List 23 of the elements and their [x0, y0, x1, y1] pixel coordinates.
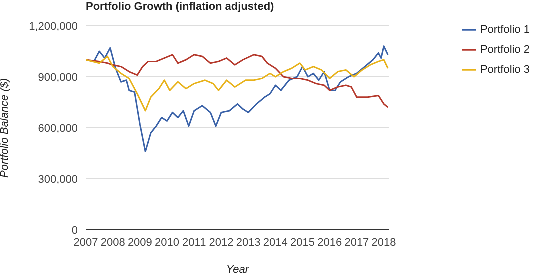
x-tick-label: 2010: [155, 236, 180, 249]
y-axis-title: Portfolio Balance ($): [0, 78, 11, 178]
x-tick-label: 2016: [318, 236, 342, 249]
x-tick-label: 2018: [372, 236, 396, 249]
y-tick-label: 0: [72, 224, 78, 237]
x-tick-label: 2017: [344, 236, 370, 249]
y-tick-label: 900,000: [38, 72, 78, 84]
chart-title: Portfolio Growth (inflation adjusted): [86, 1, 274, 13]
legend-label: Portfolio 1: [480, 24, 530, 36]
x-tick-label: 2009: [128, 236, 152, 249]
legend-label: Portfolio 2: [480, 44, 530, 56]
y-tick-label: 600,000: [38, 122, 78, 135]
x-axis-title: Year: [226, 264, 250, 276]
x-tick-label: 2015: [290, 236, 316, 249]
legend-label: Portfolio 3: [480, 64, 530, 76]
y-tick-label: 1,200,000: [29, 20, 78, 33]
x-tick-label: 2012: [209, 236, 234, 249]
x-tick-label: 2014: [263, 236, 288, 249]
y-tick-label: 300,000: [38, 174, 78, 186]
x-tick-label: 2007: [74, 236, 98, 249]
x-tick-label: 2013: [236, 236, 261, 249]
x-tick-label: 2011: [182, 236, 206, 249]
x-tick-label: 2008: [100, 236, 126, 249]
